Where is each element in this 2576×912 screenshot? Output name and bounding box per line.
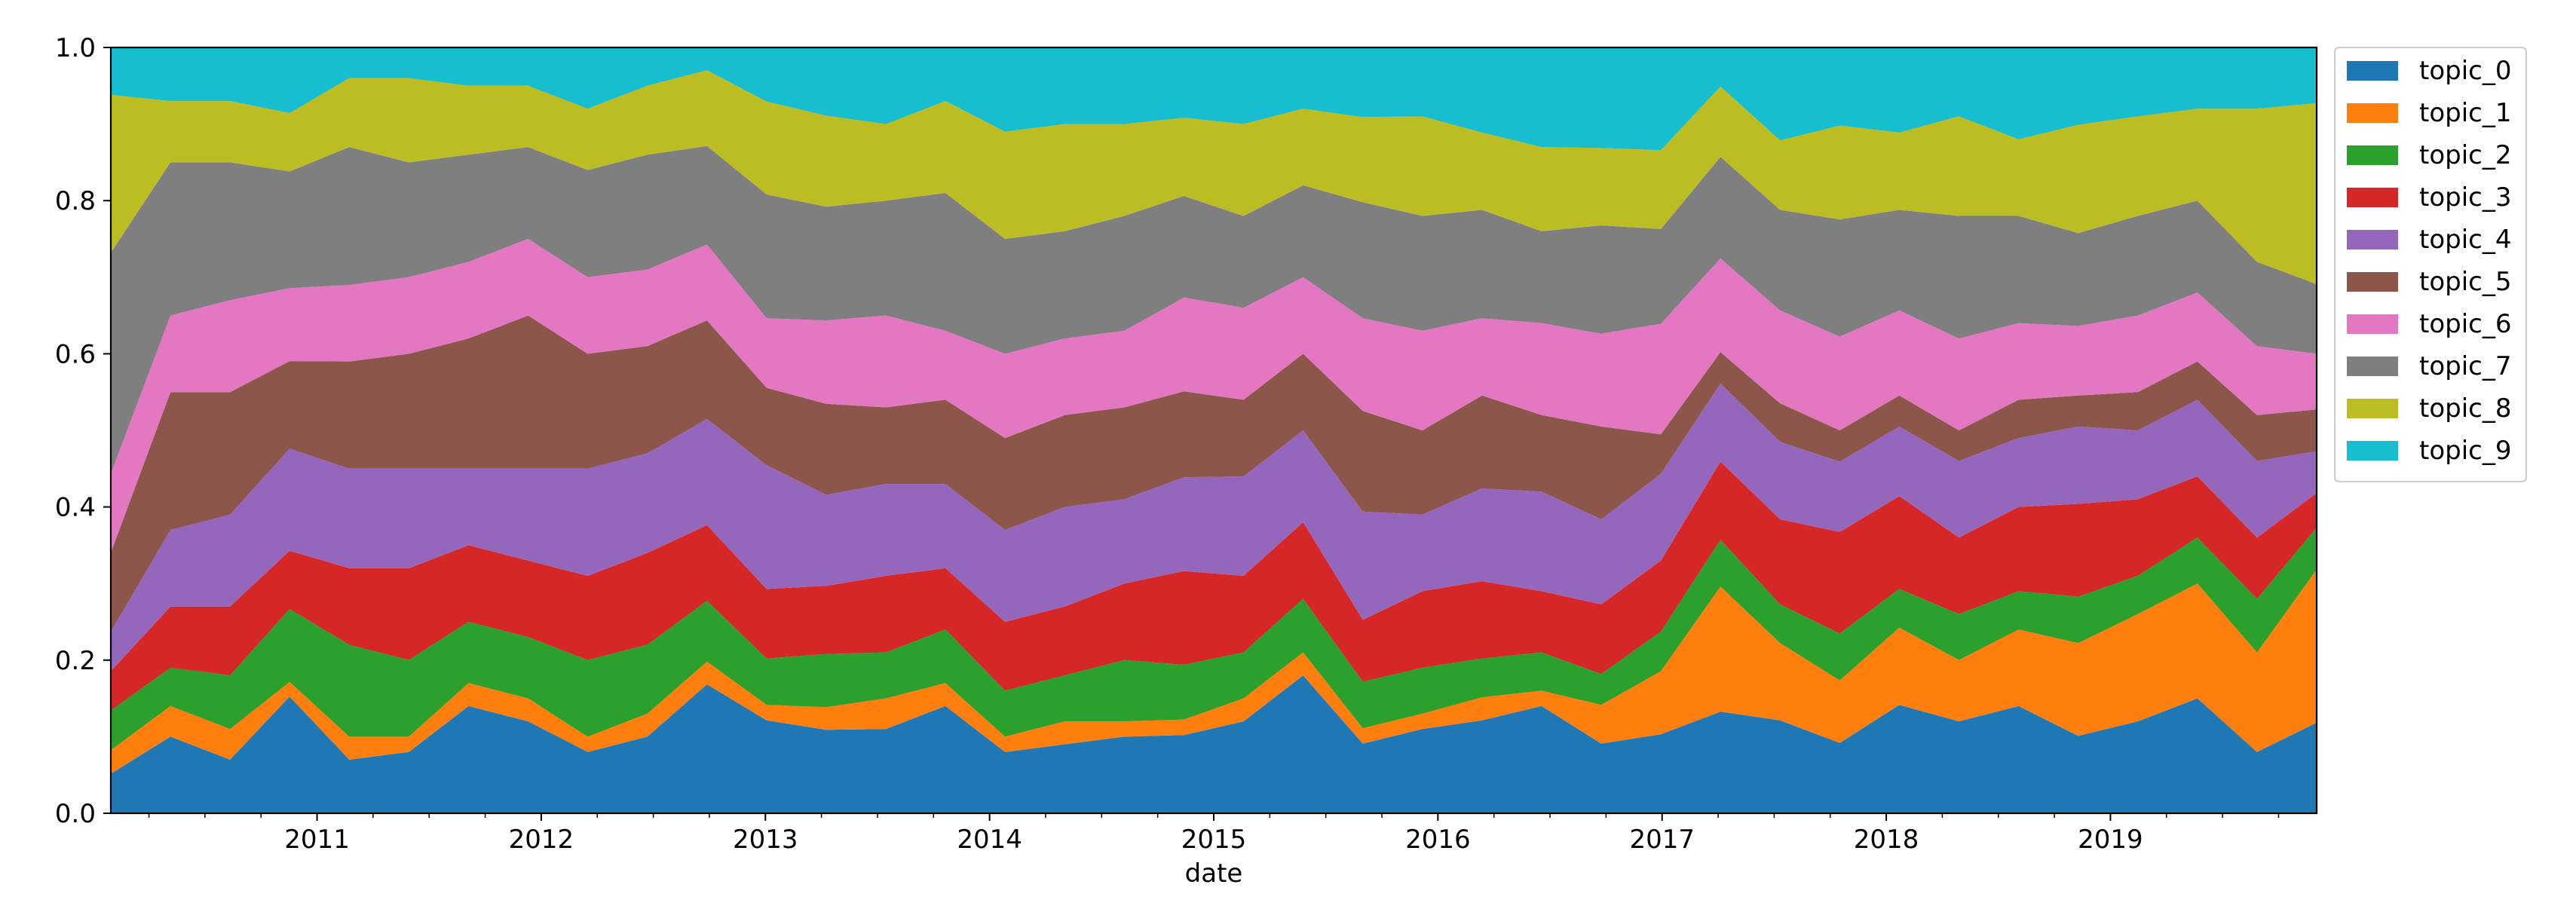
- y-tick-label: 0.8: [55, 186, 96, 216]
- y-tick-label: 0.6: [55, 339, 96, 369]
- y-tick-label: 0.4: [55, 493, 96, 523]
- legend-label-topic_4: topic_4: [2419, 225, 2512, 255]
- area-layers: [111, 47, 2317, 813]
- x-tick-label: 2018: [1854, 825, 1919, 855]
- area-topic_3: [111, 461, 2317, 711]
- x-axis: 2011 2012 2013 2014 2015 2016 2017 2018 2019: [148, 813, 2280, 855]
- legend-swatch-topic_2: [2347, 145, 2398, 165]
- legend-label-topic_5: topic_5: [2419, 267, 2512, 297]
- legend-label-topic_2: topic_2: [2419, 140, 2512, 170]
- legend-swatch-topic_1: [2347, 103, 2398, 123]
- legend-swatch-topic_9: [2347, 441, 2398, 461]
- x-tick-label: 2012: [509, 825, 574, 855]
- legend-swatch-topic_8: [2347, 399, 2398, 418]
- x-tick-label: 2015: [1181, 825, 1247, 855]
- x-tick-label: 2017: [1629, 825, 1695, 855]
- area-topic_8: [111, 70, 2317, 284]
- legend-label-topic_7: topic_7: [2419, 351, 2512, 381]
- area-topic_2: [111, 528, 2317, 751]
- area-topic_6: [111, 239, 2317, 553]
- legend-swatch-topic_6: [2347, 314, 2398, 334]
- x-tick-label: 2014: [957, 825, 1022, 855]
- area-topic_0: [111, 675, 2317, 813]
- y-axis: 0.0 0.2 0.4 0.6 0.8 1.0: [55, 33, 111, 829]
- y-tick-label: 0.0: [55, 799, 96, 829]
- legend-swatch-topic_0: [2347, 61, 2398, 81]
- area-topic_5: [111, 315, 2317, 632]
- legend-label-topic_3: topic_3: [2419, 182, 2512, 213]
- y-tick-label: 1.0: [55, 33, 96, 63]
- x-tick-label: 2011: [284, 825, 350, 855]
- legend-label-topic_6: topic_6: [2419, 309, 2512, 339]
- legend-label-topic_1: topic_1: [2419, 98, 2512, 128]
- legend-swatch-topic_7: [2347, 357, 2398, 376]
- legend-swatch-topic_3: [2347, 188, 2398, 207]
- x-axis-label: date: [1185, 858, 1243, 889]
- x-tick-label: 2013: [733, 825, 798, 855]
- area-topic_9: [111, 47, 2317, 151]
- legend-label-topic_8: topic_8: [2419, 393, 2512, 424]
- y-tick-label: 0.2: [55, 646, 96, 676]
- area-topic_1: [111, 569, 2317, 774]
- legend-swatch-topic_4: [2347, 230, 2398, 249]
- legend-label-topic_9: topic_9: [2419, 436, 2512, 466]
- x-tick-label: 2019: [2078, 825, 2143, 855]
- area-topic_7: [111, 145, 2317, 474]
- legend-label-topic_0: topic_0: [2419, 56, 2512, 86]
- x-tick-label: 2016: [1405, 825, 1471, 855]
- legend-swatch-topic_5: [2347, 272, 2398, 292]
- area-topic_4: [111, 383, 2317, 672]
- legend: topic_0 topic_1 topic_2 topic_3 topic_4topic…: [2334, 47, 2527, 482]
